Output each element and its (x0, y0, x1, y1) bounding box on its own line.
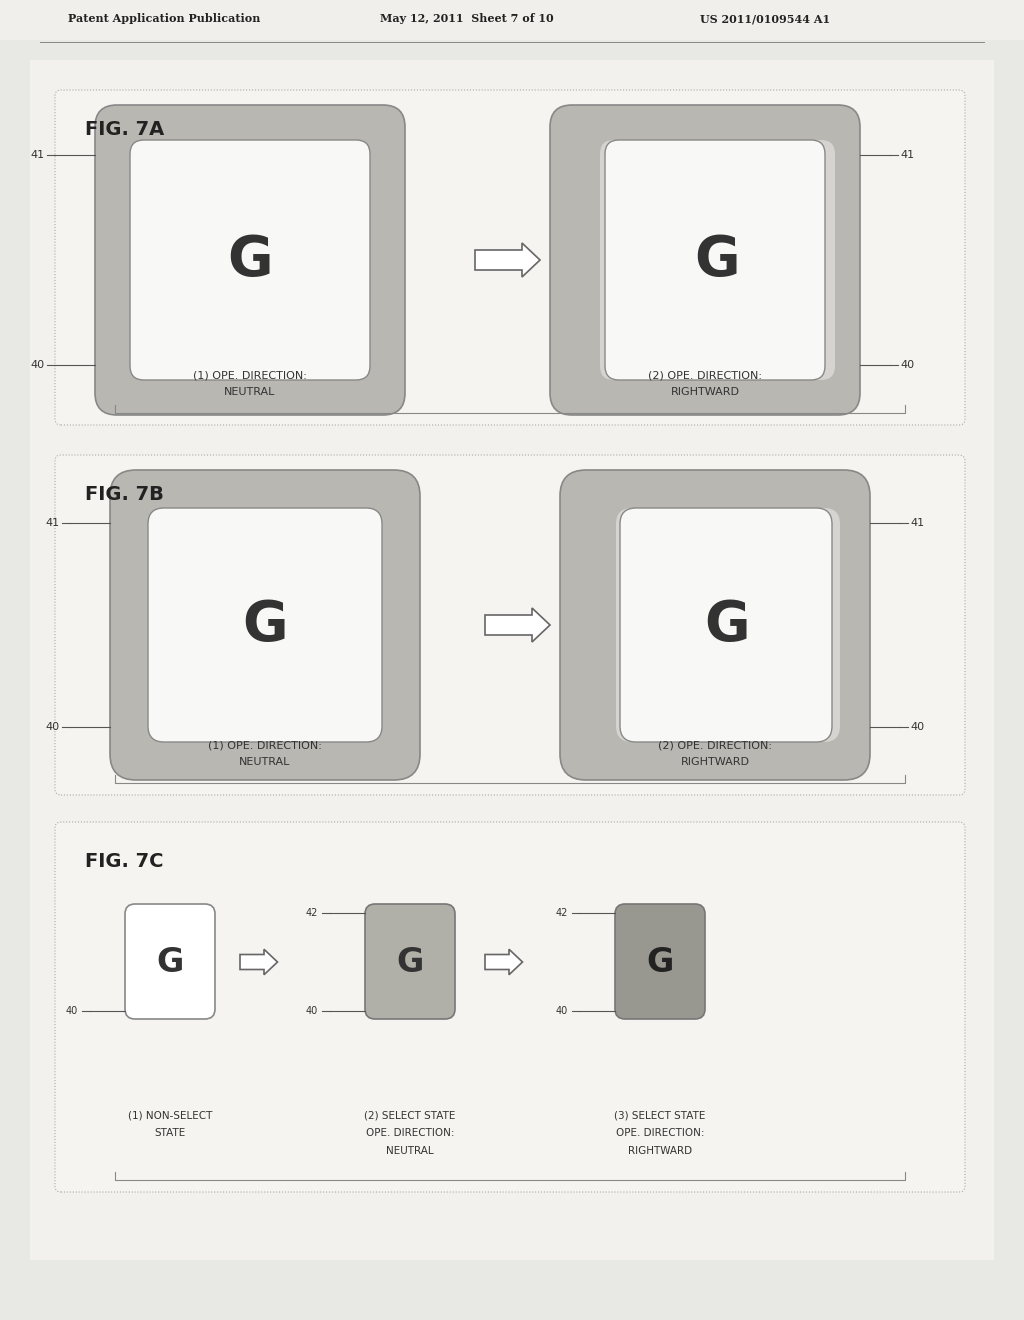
Text: G: G (157, 945, 183, 978)
Text: (2) OPE. DIRECTION:: (2) OPE. DIRECTION: (658, 741, 772, 750)
FancyBboxPatch shape (615, 904, 705, 1019)
FancyBboxPatch shape (55, 822, 965, 1192)
Text: G: G (243, 598, 288, 652)
FancyBboxPatch shape (605, 140, 825, 380)
Text: 41: 41 (31, 150, 45, 160)
FancyArrow shape (485, 949, 522, 974)
FancyBboxPatch shape (616, 508, 840, 742)
Text: RIGHTWARD: RIGHTWARD (681, 756, 750, 767)
FancyArrow shape (485, 609, 550, 642)
Text: 40: 40 (66, 1006, 78, 1016)
Text: May 12, 2011  Sheet 7 of 10: May 12, 2011 Sheet 7 of 10 (380, 13, 554, 24)
FancyArrow shape (240, 949, 278, 974)
Text: G: G (227, 234, 272, 286)
FancyBboxPatch shape (550, 106, 860, 414)
Text: (1) NON-SELECT: (1) NON-SELECT (128, 1110, 212, 1119)
Text: 40: 40 (556, 1006, 568, 1016)
Text: RIGHTWARD: RIGHTWARD (671, 387, 739, 397)
FancyBboxPatch shape (130, 140, 370, 380)
FancyBboxPatch shape (95, 106, 406, 414)
Text: Patent Application Publication: Patent Application Publication (68, 13, 260, 24)
Text: G: G (646, 945, 674, 978)
FancyBboxPatch shape (55, 90, 965, 425)
FancyBboxPatch shape (125, 904, 215, 1019)
Text: FIG. 7C: FIG. 7C (85, 851, 164, 871)
Text: G: G (396, 945, 424, 978)
Text: US 2011/0109544 A1: US 2011/0109544 A1 (700, 13, 830, 24)
FancyBboxPatch shape (620, 508, 831, 742)
Text: 41: 41 (910, 517, 924, 528)
Text: OPE. DIRECTION:: OPE. DIRECTION: (366, 1129, 455, 1138)
FancyBboxPatch shape (560, 470, 870, 780)
Text: (3) SELECT STATE: (3) SELECT STATE (614, 1110, 706, 1119)
Text: 41: 41 (46, 517, 60, 528)
FancyBboxPatch shape (365, 904, 455, 1019)
FancyBboxPatch shape (600, 140, 835, 380)
Text: G: G (694, 234, 739, 286)
Bar (0, 0, 1024, 40)
Text: STATE: STATE (155, 1129, 185, 1138)
Text: 41: 41 (900, 150, 914, 160)
Text: 40: 40 (31, 360, 45, 370)
Text: 40: 40 (900, 360, 914, 370)
Text: 40: 40 (46, 722, 60, 733)
Text: NEUTRAL: NEUTRAL (386, 1146, 434, 1156)
Text: OPE. DIRECTION:: OPE. DIRECTION: (615, 1129, 705, 1138)
FancyBboxPatch shape (110, 470, 420, 780)
FancyBboxPatch shape (55, 455, 965, 795)
Text: FIG. 7B: FIG. 7B (85, 484, 164, 504)
FancyBboxPatch shape (148, 508, 382, 742)
Text: G: G (705, 598, 750, 652)
Text: (2) OPE. DIRECTION:: (2) OPE. DIRECTION: (648, 370, 762, 380)
Text: 42: 42 (556, 908, 568, 917)
Text: NEUTRAL: NEUTRAL (240, 756, 291, 767)
Text: (1) OPE. DIRECTION:: (1) OPE. DIRECTION: (208, 741, 322, 750)
Text: 42: 42 (305, 908, 318, 917)
Text: FIG. 7A: FIG. 7A (85, 120, 164, 139)
FancyArrow shape (475, 243, 540, 277)
Text: NEUTRAL: NEUTRAL (224, 387, 275, 397)
Text: 40: 40 (910, 722, 924, 733)
Text: RIGHTWARD: RIGHTWARD (628, 1146, 692, 1156)
Text: 40: 40 (306, 1006, 318, 1016)
Text: (2) SELECT STATE: (2) SELECT STATE (365, 1110, 456, 1119)
Text: (1) OPE. DIRECTION:: (1) OPE. DIRECTION: (194, 370, 307, 380)
